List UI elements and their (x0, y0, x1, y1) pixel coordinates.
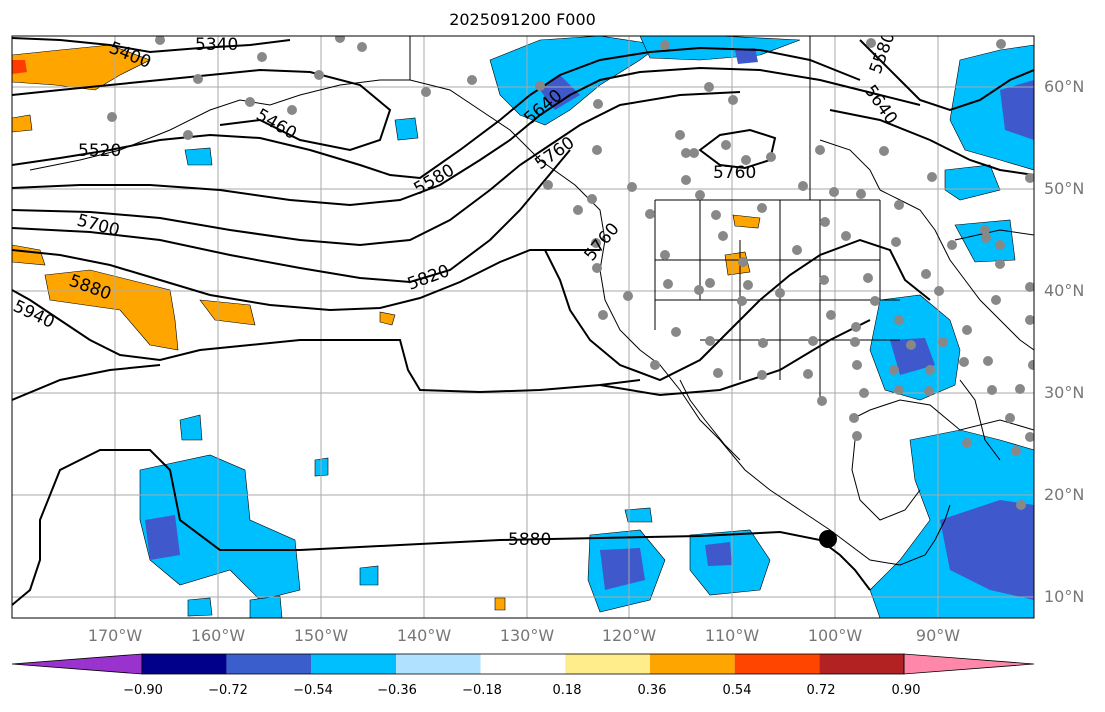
lat-label: 50°N (1044, 179, 1085, 198)
lon-label: 90°W (915, 626, 961, 645)
colorbar-tick-label: 0.36 (637, 683, 667, 698)
colorbar-segment (565, 654, 650, 674)
colorbar-tick-label: 0.90 (891, 683, 921, 698)
lat-label: 40°N (1044, 281, 1085, 300)
colorbar-tick-label: 0.18 (552, 683, 582, 698)
colorbar-segment (819, 654, 904, 674)
height-contours (12, 37, 1034, 606)
colorbar (11, 653, 1035, 675)
lon-label: 170°W (87, 626, 143, 645)
colorbar-tick-label: −0.36 (377, 683, 417, 698)
lon-label: 150°W (293, 626, 349, 645)
colorbar-tick-label: −0.90 (123, 683, 163, 698)
contour-label: 5760 (713, 163, 756, 183)
colorbar-extend-high (903, 653, 1035, 675)
colorbar-segment (396, 654, 481, 674)
colorbar-segment (226, 654, 312, 674)
current-position-marker (819, 530, 837, 548)
colorbar-tick-label: 0.72 (806, 683, 836, 698)
colorbar-segment (650, 654, 735, 674)
station-markers (107, 36, 1034, 510)
lon-label: 100°W (807, 626, 863, 645)
lon-label: 160°W (190, 626, 246, 645)
colorbar-segment (142, 654, 227, 674)
colorbar-tick-label: −0.18 (462, 683, 502, 698)
contour-label: 5520 (78, 141, 121, 161)
contour-label: 5340 (195, 35, 238, 55)
lat-label: 30°N (1044, 383, 1085, 402)
colorbar-segment (734, 654, 820, 674)
colorbar-tick-label: −0.54 (293, 683, 333, 698)
map-frame (11, 35, 1035, 619)
colorbar-tick-label: 0.54 (722, 683, 752, 698)
lon-label: 110°W (704, 626, 760, 645)
colorbar-tick-label: −0.72 (208, 683, 248, 698)
lon-label: 130°W (499, 626, 555, 645)
lat-label: 60°N (1044, 77, 1085, 96)
lat-label: 10°N (1044, 587, 1085, 606)
colorbar-extend-low (11, 653, 143, 675)
colorbar-segment (480, 654, 566, 674)
map-title: 2025091200 F000 (449, 10, 596, 29)
colorbar-outline (141, 653, 905, 675)
colorbar-segment (311, 654, 396, 674)
lon-label: 120°W (601, 626, 657, 645)
lon-label: 140°W (396, 626, 452, 645)
contour-label: 5880 (508, 530, 551, 550)
lat-label: 20°N (1044, 485, 1085, 504)
